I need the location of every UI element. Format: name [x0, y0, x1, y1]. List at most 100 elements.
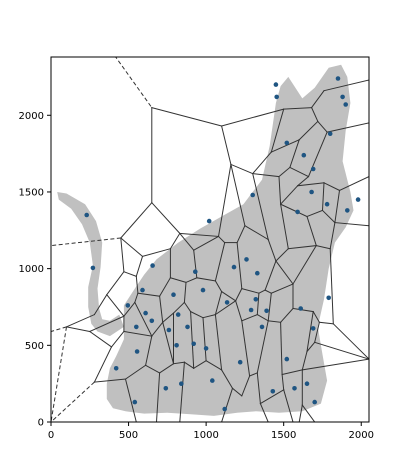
- voronoi-edge: [220, 290, 237, 302]
- seed-point: [200, 287, 206, 293]
- seed-point: [298, 306, 304, 311]
- voronoi-edge: [179, 232, 195, 251]
- seed-point: [345, 208, 350, 213]
- voronoi-edge: [326, 122, 369, 133]
- voronoi-edge: [135, 275, 139, 294]
- voronoi-edge: [236, 225, 246, 244]
- voronoi-edge: [214, 280, 223, 293]
- voronoi-edge: [270, 283, 294, 294]
- seed-point: [301, 152, 307, 158]
- voronoi-edge: [202, 313, 217, 319]
- voronoi-edge: [267, 292, 272, 322]
- voronoi-edge: [332, 323, 369, 360]
- voronoi-edge: [338, 176, 369, 192]
- plot-frame: [50, 56, 370, 423]
- voronoi-edge: [287, 245, 317, 250]
- voronoi-edge: [221, 387, 234, 422]
- seed-points: [84, 76, 361, 412]
- seed-point: [264, 308, 269, 314]
- seed-point: [254, 270, 260, 276]
- voronoi-edge: [189, 310, 204, 319]
- voronoi-edge: [202, 317, 207, 362]
- voronoi-edge: [275, 247, 290, 262]
- voronoi-edge: [256, 292, 260, 316]
- seed-point: [355, 197, 361, 202]
- voronoi-edge: [306, 209, 324, 218]
- voronoi-edge: [256, 313, 269, 322]
- voronoi-edge: [283, 389, 294, 422]
- voronoi-edge: [124, 378, 137, 422]
- seed-point: [237, 359, 243, 365]
- seed-point: [185, 324, 190, 330]
- voronoi-edge: [334, 189, 341, 224]
- voronoi-edge: [283, 107, 313, 110]
- voronoi-edge: [252, 172, 269, 241]
- voronoi-edge: [214, 290, 223, 316]
- seed-point: [244, 257, 249, 262]
- voronoi-edge: [230, 163, 246, 227]
- y-tick-label: 0: [38, 418, 44, 429]
- voronoi-edge: [120, 237, 125, 273]
- voronoi-edge: [329, 222, 336, 250]
- seed-point: [335, 76, 341, 81]
- voronoi-edge: [278, 176, 282, 205]
- seed-point: [326, 295, 332, 301]
- seed-point: [90, 265, 96, 271]
- seed-point: [203, 346, 209, 351]
- voronoi-edge: [110, 330, 125, 348]
- seed-point: [150, 263, 155, 268]
- axis-ticks: 0 500 1000 1500 2000 0 500 1000 1500 2000: [19, 111, 374, 441]
- voronoi-edge: [314, 341, 369, 360]
- voronoi-edge: [220, 108, 285, 127]
- voronoi-edge: [196, 277, 216, 282]
- voronoi-edge: [279, 185, 299, 205]
- seed-point: [193, 269, 198, 275]
- voronoi-edge: [297, 182, 325, 187]
- seed-point: [231, 264, 237, 270]
- voronoi-edge: [106, 271, 125, 296]
- voronoi-edge: [217, 163, 232, 237]
- voronoi-edge: [318, 321, 334, 325]
- voronoi-edge: [172, 361, 185, 365]
- voronoi-edge: [241, 313, 258, 322]
- seed-point: [171, 292, 176, 298]
- voronoi-edge: [267, 238, 277, 262]
- voronoi-edge: [230, 163, 254, 175]
- seed-point: [295, 209, 300, 215]
- seed-point: [143, 310, 148, 316]
- voronoi-edge: [317, 120, 328, 133]
- voronoi-edge: [137, 292, 161, 297]
- voronoi-edge: [321, 182, 325, 211]
- voronoi-edge: [270, 139, 300, 153]
- seed-point: [149, 318, 155, 324]
- voronoi-edge: [310, 106, 319, 123]
- seed-point: [175, 312, 181, 317]
- voronoi-edge: [93, 378, 127, 383]
- voronoi-edge: [183, 361, 195, 369]
- voronoi-edge: [252, 173, 280, 178]
- seed-point: [309, 189, 314, 195]
- voronoi-edge: [51, 381, 95, 422]
- voronoi-edge: [241, 375, 251, 397]
- seed-point: [113, 366, 119, 371]
- voronoi-edge: [298, 404, 303, 422]
- voronoi-edge: [296, 175, 310, 187]
- seed-point: [327, 131, 333, 136]
- voronoi-edge: [193, 360, 207, 369]
- x-tick-label: 0: [48, 430, 54, 441]
- seed-point: [259, 324, 265, 330]
- voronoi-edge: [89, 315, 125, 333]
- voronoi-edge: [124, 364, 147, 380]
- voronoi-edge: [323, 79, 369, 92]
- voronoi-edge: [281, 369, 303, 376]
- voronoi-edge: [185, 277, 198, 284]
- voronoi-edge: [123, 330, 153, 337]
- voronoi-edge: [301, 404, 316, 422]
- y-tick-label: 2000: [19, 111, 44, 122]
- voronoi-edge: [162, 321, 175, 365]
- x-tick-label: 1000: [193, 430, 218, 441]
- voronoi-edge: [155, 372, 161, 422]
- voronoi-edge: [298, 120, 319, 141]
- voronoi-edge: [172, 301, 186, 314]
